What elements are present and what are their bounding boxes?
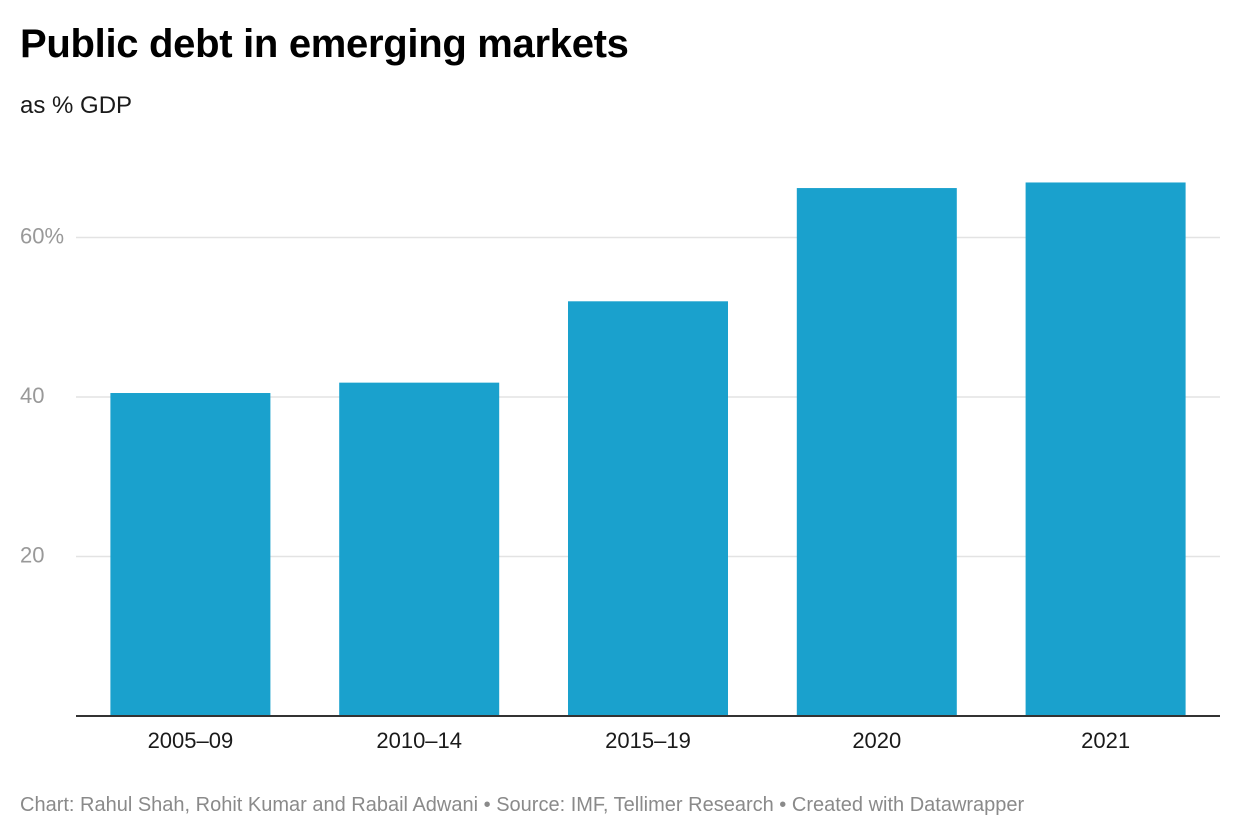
x-tick-label: 2020 [852, 728, 901, 753]
bar [1025, 182, 1186, 716]
x-tick-label: 2005–09 [148, 728, 234, 753]
y-tick-label: 60% [20, 223, 64, 248]
bar-chart: 20 40 60% 2005–09 2010–14 2015–19 2020 2021 [20, 182, 1220, 753]
bar [796, 188, 957, 716]
source-label: Source: [496, 794, 566, 816]
bar [568, 301, 728, 716]
chart-subtitle: as % GDP [20, 92, 133, 119]
x-tick-label: 2015–19 [605, 728, 691, 753]
bar [339, 382, 500, 716]
y-tick-label: 40 [20, 383, 44, 408]
y-tick-label: 20 [20, 542, 44, 567]
x-tick-label: 2010–14 [376, 728, 462, 753]
credit-label: Chart: [20, 794, 75, 816]
bar [110, 393, 271, 716]
chart-footer: Chart: Rahul Shah, Rohit Kumar and Rabai… [20, 794, 1024, 817]
chart-title: Public debt in emerging markets [20, 22, 629, 66]
x-axis-labels: 2005–09 2010–14 2015–19 2020 2021 [148, 728, 1131, 753]
y-axis-ticks: 20 40 60% [20, 223, 64, 567]
source-text: IMF, Tellimer Research [570, 794, 774, 816]
footer-separator: • [483, 794, 491, 816]
bars [110, 182, 1186, 716]
x-tick-label: 2021 [1081, 728, 1130, 753]
created-with: Created with Datawrapper [791, 794, 1025, 816]
footer-separator: • [779, 794, 787, 816]
credit-authors: Rahul Shah, Rohit Kumar and Rabail Adwan… [80, 794, 479, 816]
